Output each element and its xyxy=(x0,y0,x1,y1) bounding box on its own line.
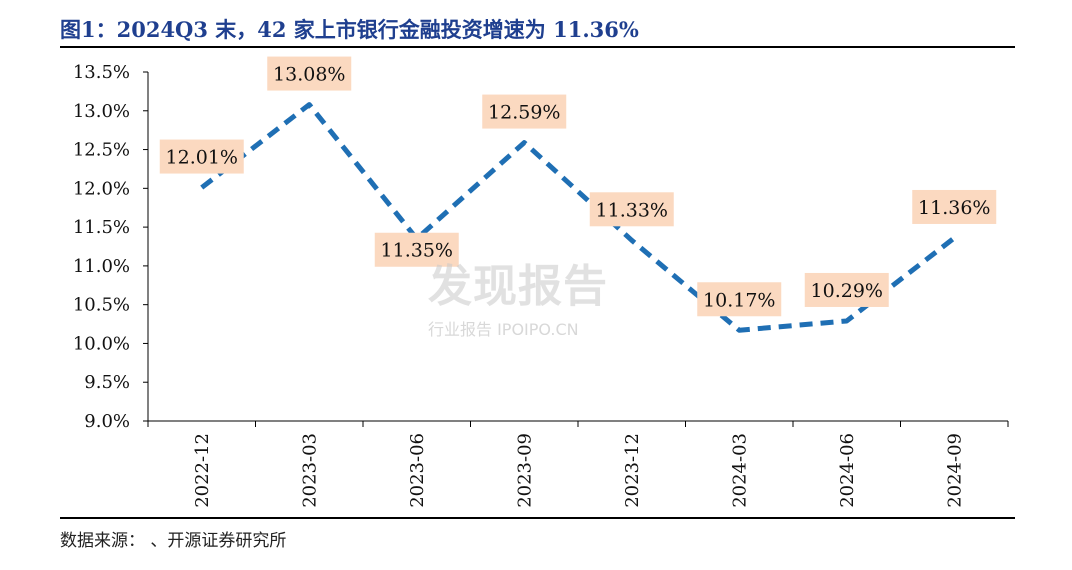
y-tick-label: 12.5% xyxy=(73,140,130,161)
data-label-box xyxy=(912,189,997,224)
y-tick-label: 13.5% xyxy=(73,62,130,83)
chart-axes xyxy=(147,72,1008,422)
x-tick-label: 2024-03 xyxy=(729,433,750,508)
x-tick-label: 2024-06 xyxy=(837,433,858,508)
x-axis-ticks: 2022-12 2023-03 2023-06 2023-09 2023-12 2024-… xyxy=(147,421,1009,508)
y-tick-label: 10.0% xyxy=(73,333,130,354)
title-divider xyxy=(60,46,1015,48)
y-tick-label: 13.0% xyxy=(73,101,130,122)
data-label-box xyxy=(482,94,567,129)
data-label-box xyxy=(697,282,782,317)
data-label: 11.36% xyxy=(912,189,997,224)
data-label-text: 11.35% xyxy=(381,240,453,262)
y-tick-label: 12.0% xyxy=(73,178,130,199)
data-label: 10.29% xyxy=(804,272,889,307)
y-axis-ticks: 9.0% 9.5% 10.0% 10.5% 11.0% 11.5% 12.0% 12.5% 13… xyxy=(73,62,148,432)
data-label-text: 12.59% xyxy=(488,102,560,124)
data-label-box xyxy=(267,56,352,91)
y-tick-label: 10.5% xyxy=(73,295,130,316)
x-tick-label: 2023-09 xyxy=(514,433,535,508)
x-tick-label: 2023-06 xyxy=(407,433,428,508)
data-label-box xyxy=(589,192,674,227)
data-label: 11.33% xyxy=(589,192,674,227)
source-note: 数据来源： 、开源证券研究所 xyxy=(60,531,287,551)
data-label-box xyxy=(159,139,244,174)
data-label-text: 10.17% xyxy=(703,289,775,311)
data-label-box xyxy=(374,232,459,267)
x-tick-label: 2024-09 xyxy=(944,433,965,508)
data-label-text: 10.29% xyxy=(811,280,883,302)
y-tick-label: 11.0% xyxy=(73,256,130,277)
data-label-text: 11.36% xyxy=(918,197,990,219)
data-label: 10.17% xyxy=(697,282,782,317)
data-label: 13.08% xyxy=(267,56,352,91)
chart-title: 图1：2024Q3 末，42 家上市银行金融投资增速为 11.36% xyxy=(60,17,639,42)
data-label: 12.01% xyxy=(159,139,244,174)
line-chart: 9.0% 9.5% 10.0% 10.5% 11.0% 11.5% 12.0% 12.5% 13… xyxy=(73,56,1009,508)
data-labels: 12.01% 13.08% 11.35% 12.59% 11.33% 10.17% 10.2… xyxy=(159,56,997,317)
data-label: 11.35% xyxy=(374,232,459,267)
data-label-box xyxy=(804,272,889,307)
y-tick-label: 9.5% xyxy=(84,372,130,393)
x-tick-label: 2023-12 xyxy=(622,433,643,508)
x-tick-label: 2023-03 xyxy=(299,433,320,508)
data-label-text: 11.33% xyxy=(596,199,668,221)
x-tick-label: 2022-12 xyxy=(192,433,213,508)
series-line-path xyxy=(200,102,956,333)
y-tick-label: 11.5% xyxy=(73,217,130,238)
y-tick-label: 9.0% xyxy=(84,411,130,432)
footer-divider xyxy=(60,517,1015,519)
data-label-text: 12.01% xyxy=(166,147,238,169)
data-label-text: 13.08% xyxy=(273,64,345,86)
data-label: 12.59% xyxy=(482,94,567,129)
